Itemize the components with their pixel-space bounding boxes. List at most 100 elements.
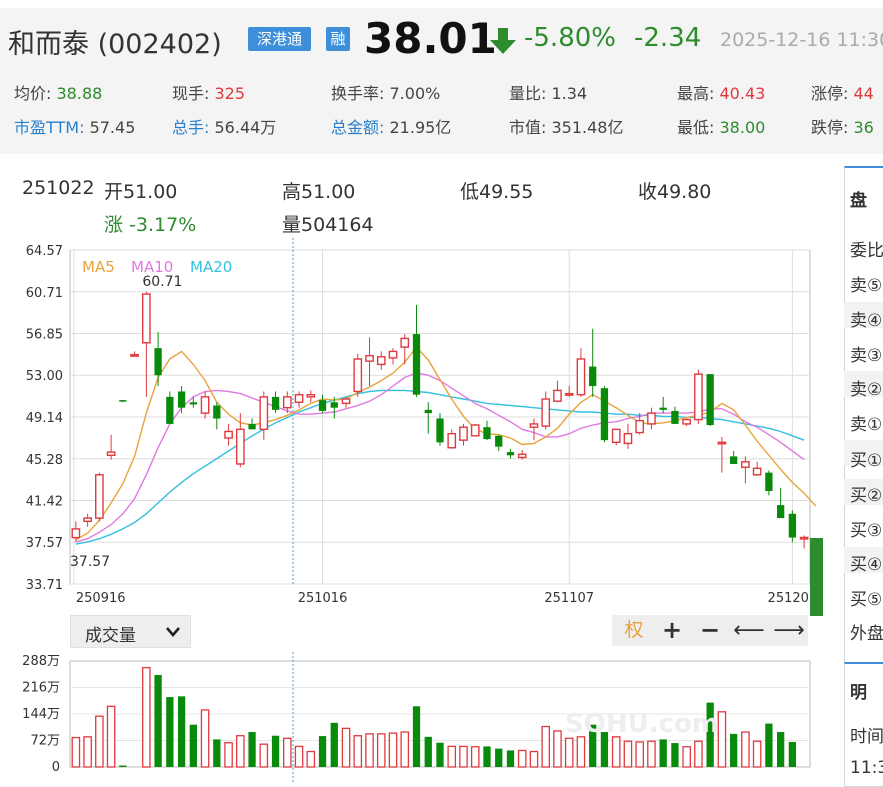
candle-body <box>647 412 656 425</box>
candle-body <box>189 402 197 405</box>
volume-bar <box>248 732 256 767</box>
order-book-row: 卖④ <box>850 311 883 331</box>
indicator-dropdown[interactable]: 成交量 <box>70 615 191 648</box>
candle <box>459 423 468 446</box>
candle-change: 涨 -3.17% <box>104 214 197 236</box>
candle <box>119 400 127 403</box>
volume-bar <box>495 748 503 767</box>
stat-high: 最高: 40.43 <box>677 84 766 103</box>
candle <box>106 434 116 460</box>
row-shade <box>844 547 883 573</box>
stat-avg: 均价: 38.88 <box>14 84 103 103</box>
row-shade <box>844 479 883 505</box>
candle-body <box>365 355 374 362</box>
candle <box>376 351 386 370</box>
candle-body <box>424 409 432 414</box>
candle <box>682 418 692 427</box>
trade-detail-header[interactable]: 明 <box>850 683 867 703</box>
order-book-row: 买② <box>850 486 883 506</box>
candle-body <box>341 398 351 405</box>
candle <box>717 436 727 473</box>
candle <box>154 331 162 387</box>
volume-chart[interactable]: 288万 216万 144万 72万 0 SOHU.com <box>0 652 840 782</box>
margin-badge[interactable]: 融 <box>326 27 350 51</box>
volume-tick-label: 72万 <box>30 734 60 749</box>
candle-body <box>213 405 221 419</box>
volume-bar <box>166 697 174 767</box>
kline-chart[interactable]: 64.57 60.71 56.85 53.00 49.14 45.28 41.42 37.57… <box>0 238 840 638</box>
candle <box>694 369 703 424</box>
candle <box>388 348 398 365</box>
volume-bar <box>529 750 539 768</box>
trade-time-label: 时间 <box>850 727 883 747</box>
volume-tick-label: 216万 <box>22 681 60 696</box>
volume-bar <box>83 736 92 768</box>
top-strip <box>0 0 883 8</box>
candle-body <box>564 392 574 396</box>
stat-amount[interactable]: 总金额: 21.95亿 <box>331 118 452 137</box>
candle <box>517 449 527 460</box>
candle-body <box>259 396 269 431</box>
volume-bar <box>318 736 327 767</box>
candle <box>623 423 633 449</box>
down-arrow-icon <box>490 28 516 54</box>
candle-body <box>95 474 104 519</box>
candle <box>71 521 81 542</box>
y-tick-label: 37.57 <box>26 536 63 551</box>
candle <box>576 348 586 397</box>
candle-body <box>589 366 597 387</box>
adjust-price-button[interactable]: 权 <box>624 619 644 641</box>
volume-bar <box>788 741 797 767</box>
quote-header: 和而泰 (002402) 深港通 融 38.01 -5.80% -2.34 20… <box>0 8 883 154</box>
candle-body <box>400 337 410 348</box>
candle <box>765 470 773 496</box>
candle-body <box>541 398 551 427</box>
pan-left-button[interactable]: ⟵ <box>733 618 765 643</box>
connect-badge[interactable]: 深港通 <box>248 27 311 51</box>
volume-bar <box>388 732 398 768</box>
volume-bar <box>330 722 338 767</box>
candle-close: 收49.80 <box>638 181 712 203</box>
volume-bar <box>659 739 667 767</box>
volume-bar <box>189 724 197 767</box>
candle <box>424 402 432 434</box>
volume-bar <box>776 732 785 767</box>
candle <box>495 434 503 451</box>
row-shade <box>844 440 883 466</box>
min-annotation: 37.57 <box>70 554 110 570</box>
quote-time: 2025-12-16 11:30 <box>720 29 883 51</box>
volume-bar <box>271 735 280 767</box>
candle-body <box>788 513 797 538</box>
candle-volume: 量504164 <box>282 214 374 236</box>
stat-limitdown: 跌停: 36 <box>811 118 874 137</box>
zoom-out-button[interactable]: − <box>699 616 721 644</box>
candle-body <box>659 407 667 410</box>
stat-pe[interactable]: 市盈TTM: 57.45 <box>14 118 136 137</box>
y-tick-label: 60.71 <box>26 286 63 301</box>
volume-bar <box>671 743 679 767</box>
y-tick-label: 64.57 <box>26 244 63 259</box>
candle <box>259 391 269 441</box>
candle <box>95 472 104 522</box>
volume-bar <box>71 736 81 768</box>
volume-tick-label: 144万 <box>22 707 60 722</box>
stat-mktcap: 市值: 351.48亿 <box>509 118 624 137</box>
y-tick-label: 53.00 <box>26 369 63 384</box>
volume-bar <box>200 709 210 768</box>
volume-bar <box>623 740 633 768</box>
pan-right-button[interactable]: ⟶ <box>773 618 805 643</box>
candle-body <box>318 400 327 411</box>
volume-bar <box>412 706 421 767</box>
chart-toolbar: 权 + − ⟵ ⟶ <box>612 615 808 646</box>
candle-body <box>706 374 714 426</box>
x-tick-label: 251016 <box>298 591 348 606</box>
candle-body <box>459 426 468 441</box>
volume-bar <box>341 727 351 768</box>
zoom-in-button[interactable]: + <box>661 616 683 644</box>
order-book-row: 卖① <box>850 415 883 435</box>
order-book-header[interactable]: 盘 <box>850 191 867 211</box>
stat-totalhand[interactable]: 总手: 56.44万 <box>172 118 277 137</box>
order-book-row: 买④ <box>850 555 883 575</box>
candle <box>541 391 551 430</box>
candle-body <box>635 419 645 434</box>
